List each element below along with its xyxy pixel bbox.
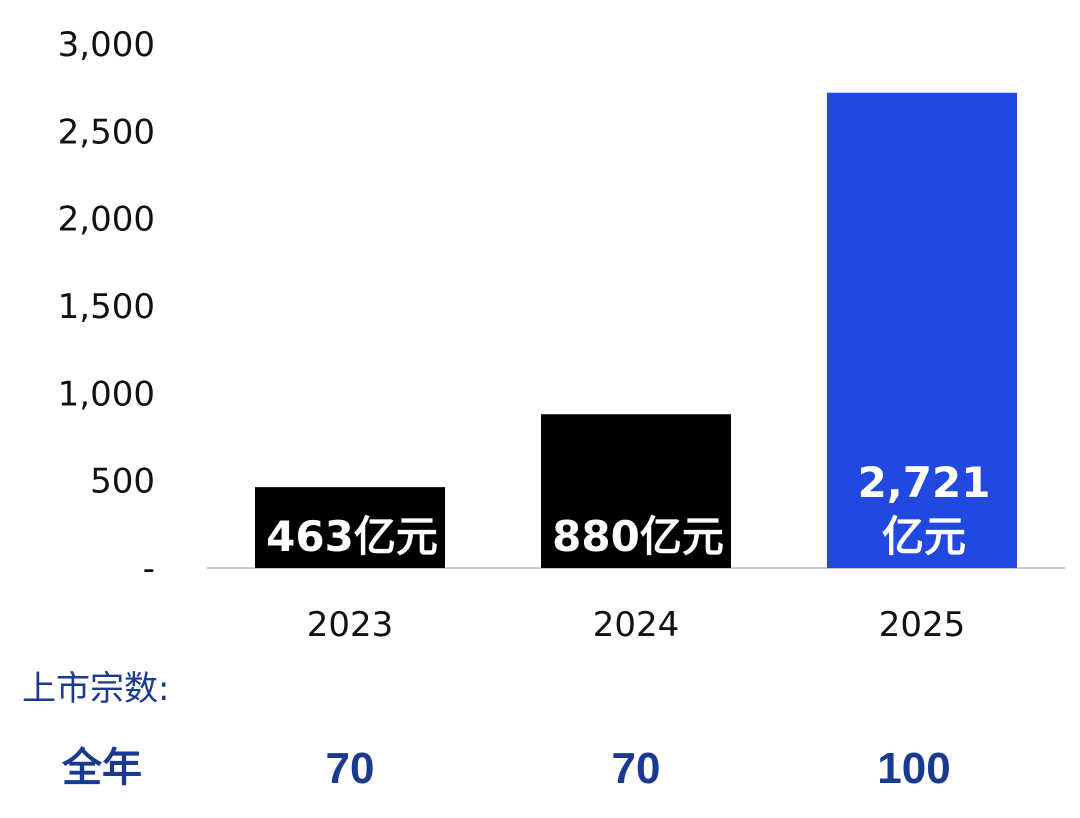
listing-row-label: 全年 <box>61 745 142 791</box>
listing-count-title: 上市宗数: <box>22 669 169 709</box>
bar-2024 <box>541 414 731 568</box>
listing-values-group: 70 70 100 <box>326 744 951 793</box>
y-tick-label: 2,500 <box>58 112 155 152</box>
y-tick-label: 1,500 <box>58 287 155 327</box>
listing-count-value: 100 <box>877 744 950 793</box>
y-tick-label: 2,000 <box>58 200 155 240</box>
listing-count-value: 70 <box>612 744 661 793</box>
bar-data-label: 亿元 <box>882 512 966 561</box>
bar-2023 <box>255 487 445 568</box>
bar-data-label: 2,721 <box>858 458 991 507</box>
x-tick-label: 2024 <box>593 605 680 645</box>
y-axis-ticks: - 500 1,000 1,500 2,000 2,500 3,000 <box>58 25 155 589</box>
bar-labels-group: 463亿元 880亿元 2,721 亿元 <box>266 458 990 561</box>
y-tick-label: 1,000 <box>58 374 155 414</box>
bar-data-label: 880亿元 <box>552 512 724 561</box>
bar-data-label: 463亿元 <box>266 512 438 561</box>
y-tick-label: 500 <box>90 462 155 502</box>
y-tick-label: - <box>143 549 155 589</box>
bar-2025 <box>827 92 1017 569</box>
x-tick-label: 2023 <box>307 605 394 645</box>
y-tick-label: 3,000 <box>58 25 155 65</box>
listing-count-value: 70 <box>326 744 375 793</box>
x-tick-label: 2025 <box>879 605 966 645</box>
bars-group <box>255 92 1017 569</box>
x-axis-labels: 2023 2024 2025 <box>307 605 966 645</box>
